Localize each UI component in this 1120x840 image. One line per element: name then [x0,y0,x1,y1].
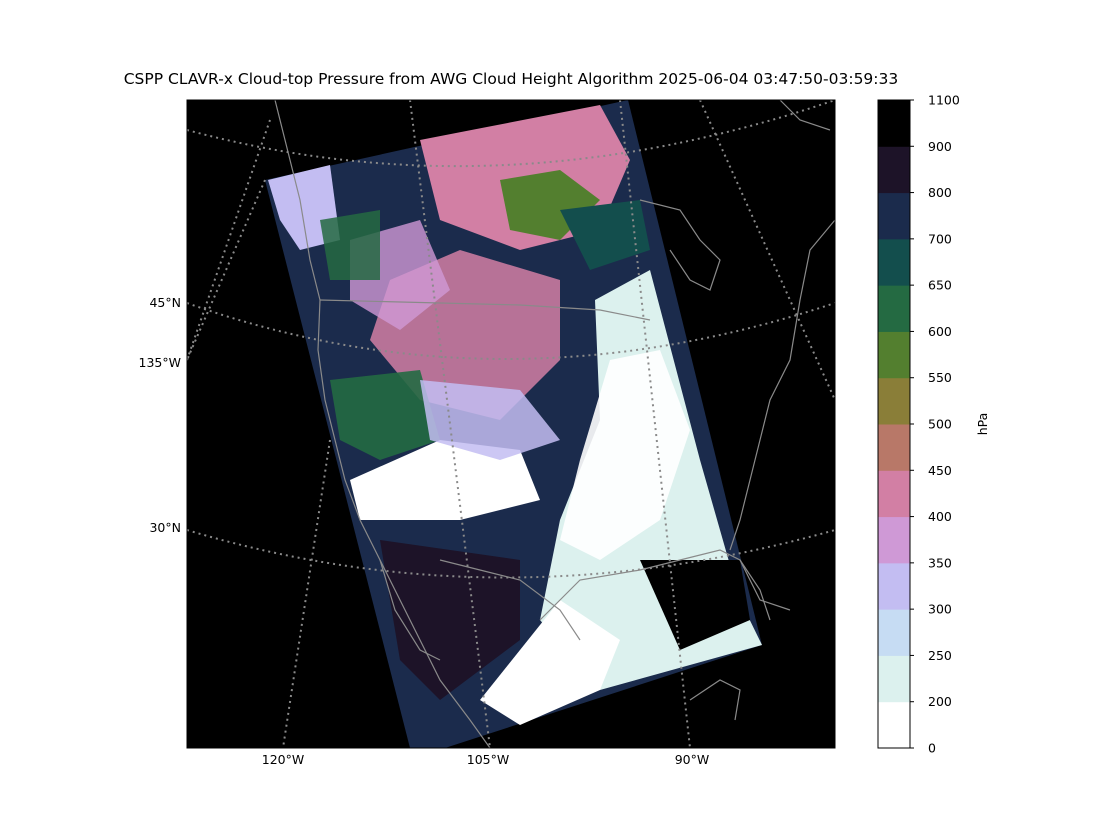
gulf-coast [539,549,791,621]
colorbar-segment [878,516,910,564]
colorbar-segment [878,100,910,147]
map-title: CSPP CLAVR-x Cloud-top Pressure from AWG… [123,70,899,88]
lon-line-75w [699,100,835,401]
lat-line-30 [187,529,835,579]
swath-white-band [350,440,540,520]
colorbar-segment [878,609,910,656]
colorbar-segment [878,238,910,286]
swath-lavender-band [420,380,560,460]
colorbar-tick-label: 0 [928,741,936,756]
hudson-bay [779,100,831,131]
colorbar-segment [878,470,910,518]
yucatan [689,679,741,721]
colorbar-segment [878,562,910,610]
colorbar-segment [878,285,910,332]
west-coast [274,100,491,748]
lon-label-120w: 120°W [262,752,304,767]
lon-line-120w-b [282,439,331,748]
swath-east-white [560,350,690,560]
colorbar-segment [878,331,910,379]
map-border [186,99,836,749]
swath-west-teal [330,370,440,460]
colorbar-tick-label: 800 [928,185,952,200]
coastlines [274,100,835,748]
mexico-border [439,559,581,641]
colorbar-tick-label: 350 [928,555,952,570]
lat-label-135w: 135°W [139,355,181,370]
colorbar-tick-label: 250 [928,648,952,663]
gridlines [187,100,835,748]
swath-north-teal [560,200,650,270]
swath-west-green [320,210,380,280]
lat-label-30n: 30°N [149,520,181,535]
colorbar-tick-label: 300 [928,602,952,617]
lon-line-135w [187,119,271,361]
great-lakes [639,199,721,291]
colorbar-tick-label: 650 [928,278,952,293]
lat-line-60 [187,100,835,168]
colorbar-tick-label: 1100 [928,93,960,108]
colorbar-tick-label: 450 [928,463,952,478]
colorbar-segment [878,377,910,425]
colorbar-unit-label: hPa [975,413,990,436]
colorbar-tick-label: 600 [928,324,952,339]
colorbar-segment [878,701,910,749]
lat-label-45n: 45°N [149,295,181,310]
lon-label-90w: 90°W [675,752,710,767]
colorbar-tick-label: 900 [928,139,952,154]
florida [739,559,771,621]
baja-peninsula [379,559,441,661]
lat-line-45 [187,302,835,360]
swath-south-white [480,600,620,725]
east-coast [729,219,835,551]
swath-southeast-dark [640,560,750,650]
swath-south-dark [380,540,520,700]
colorbar-segment [878,192,910,240]
colorbar-tick-label: 700 [928,231,952,246]
colorbar-segment [878,424,910,471]
lon-line-105w [409,100,491,748]
us-canada-border [319,299,651,321]
lon-line-90w [619,100,691,748]
colorbar-tick-label: 550 [928,370,952,385]
colorbar: 0 200 250 300 350 400 450 500 550 600 650 700 800 900… [877,93,960,756]
lon-line-120w [187,179,266,361]
colorbar-segment [878,146,910,194]
lon-label-105w: 105°W [467,752,509,767]
colorbar-tick-label: 200 [928,694,952,709]
colorbar-tick-label: 400 [928,509,952,524]
colorbar-segment [878,655,910,703]
colorbar-tick-label: 500 [928,417,952,432]
